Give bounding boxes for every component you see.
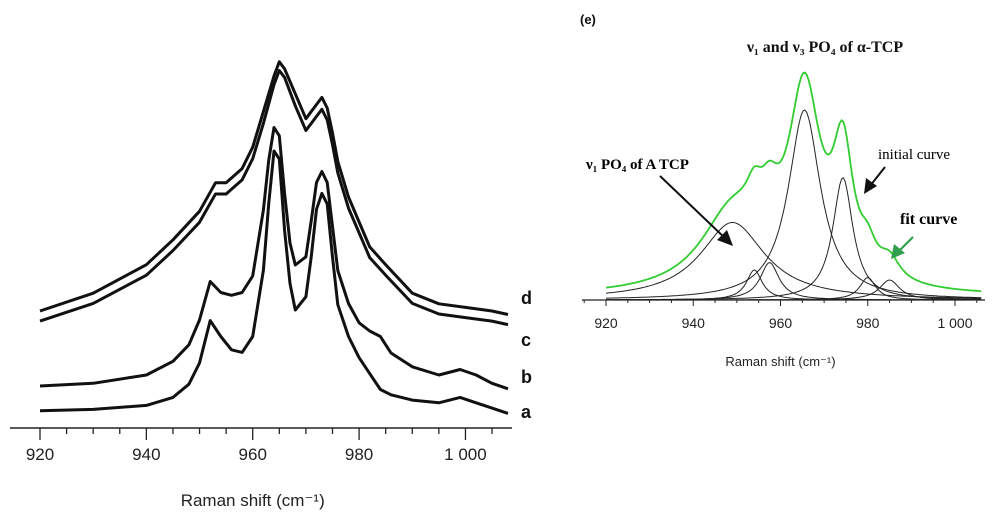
right-tick-label: 980 <box>856 315 880 331</box>
right-chart-title: ν₁ and ν₃ PO₄ of α-TCP <box>746 39 904 56</box>
right-tick-label: 1 000 <box>937 315 972 331</box>
left-tick-label: 940 <box>132 445 160 464</box>
annotation-arrow-atcp <box>659 175 728 241</box>
right-tick-label: 940 <box>682 315 706 331</box>
curve-label-c: c <box>521 330 531 350</box>
left-tick-label: 980 <box>345 445 373 464</box>
annotation-fit-curve: fit curve <box>900 211 957 228</box>
panel-label-e: (e) <box>580 12 596 27</box>
series-line-b <box>39 126 509 391</box>
arrowhead-fit <box>891 244 905 259</box>
left-x-axis-title: Raman shift (cm⁻¹) <box>181 491 325 510</box>
left-curve-labels: d cba <box>521 288 532 422</box>
curve-label-d: d <box>521 288 532 308</box>
left-chart: 920 940 960 980 1 000 Raman shift (cm⁻¹) d cb… <box>10 60 532 510</box>
arrowhead-initial <box>864 178 877 194</box>
arrowhead-atcp <box>717 230 733 246</box>
left-series-group <box>39 60 509 415</box>
series-line-a <box>39 149 509 415</box>
right-x-ticks: 920 940 960 980 1 000 <box>583 300 978 331</box>
left-tick-label: 920 <box>26 445 54 464</box>
right-chart: (e) ν₁ and ν₃ PO₄ of α-TCP 920 940 960 980 1… <box>580 12 985 369</box>
right-component-peaks <box>605 109 982 301</box>
component-peak-4 <box>605 109 982 299</box>
right-tick-label: 920 <box>594 315 618 331</box>
component-peak-1 <box>605 222 982 299</box>
fit-curve-line <box>605 71 982 293</box>
series-line-c <box>39 69 509 327</box>
left-x-ticks: 920 940 960 980 1 000 <box>26 428 493 464</box>
left-tick-label: 960 <box>239 445 267 464</box>
right-x-axis-title: Raman shift (cm⁻¹) <box>725 354 835 369</box>
series-line-d <box>39 60 509 316</box>
annotation-initial-curve: initial curve <box>878 147 950 163</box>
right-tick-label: 960 <box>769 315 793 331</box>
left-tick-label: 1 000 <box>444 445 487 464</box>
annotation-v1-po4-atcp: ν₁ PO₄ of A TCP <box>585 157 689 173</box>
curve-label-a: a <box>521 402 532 422</box>
curve-label-b: b <box>521 367 532 387</box>
